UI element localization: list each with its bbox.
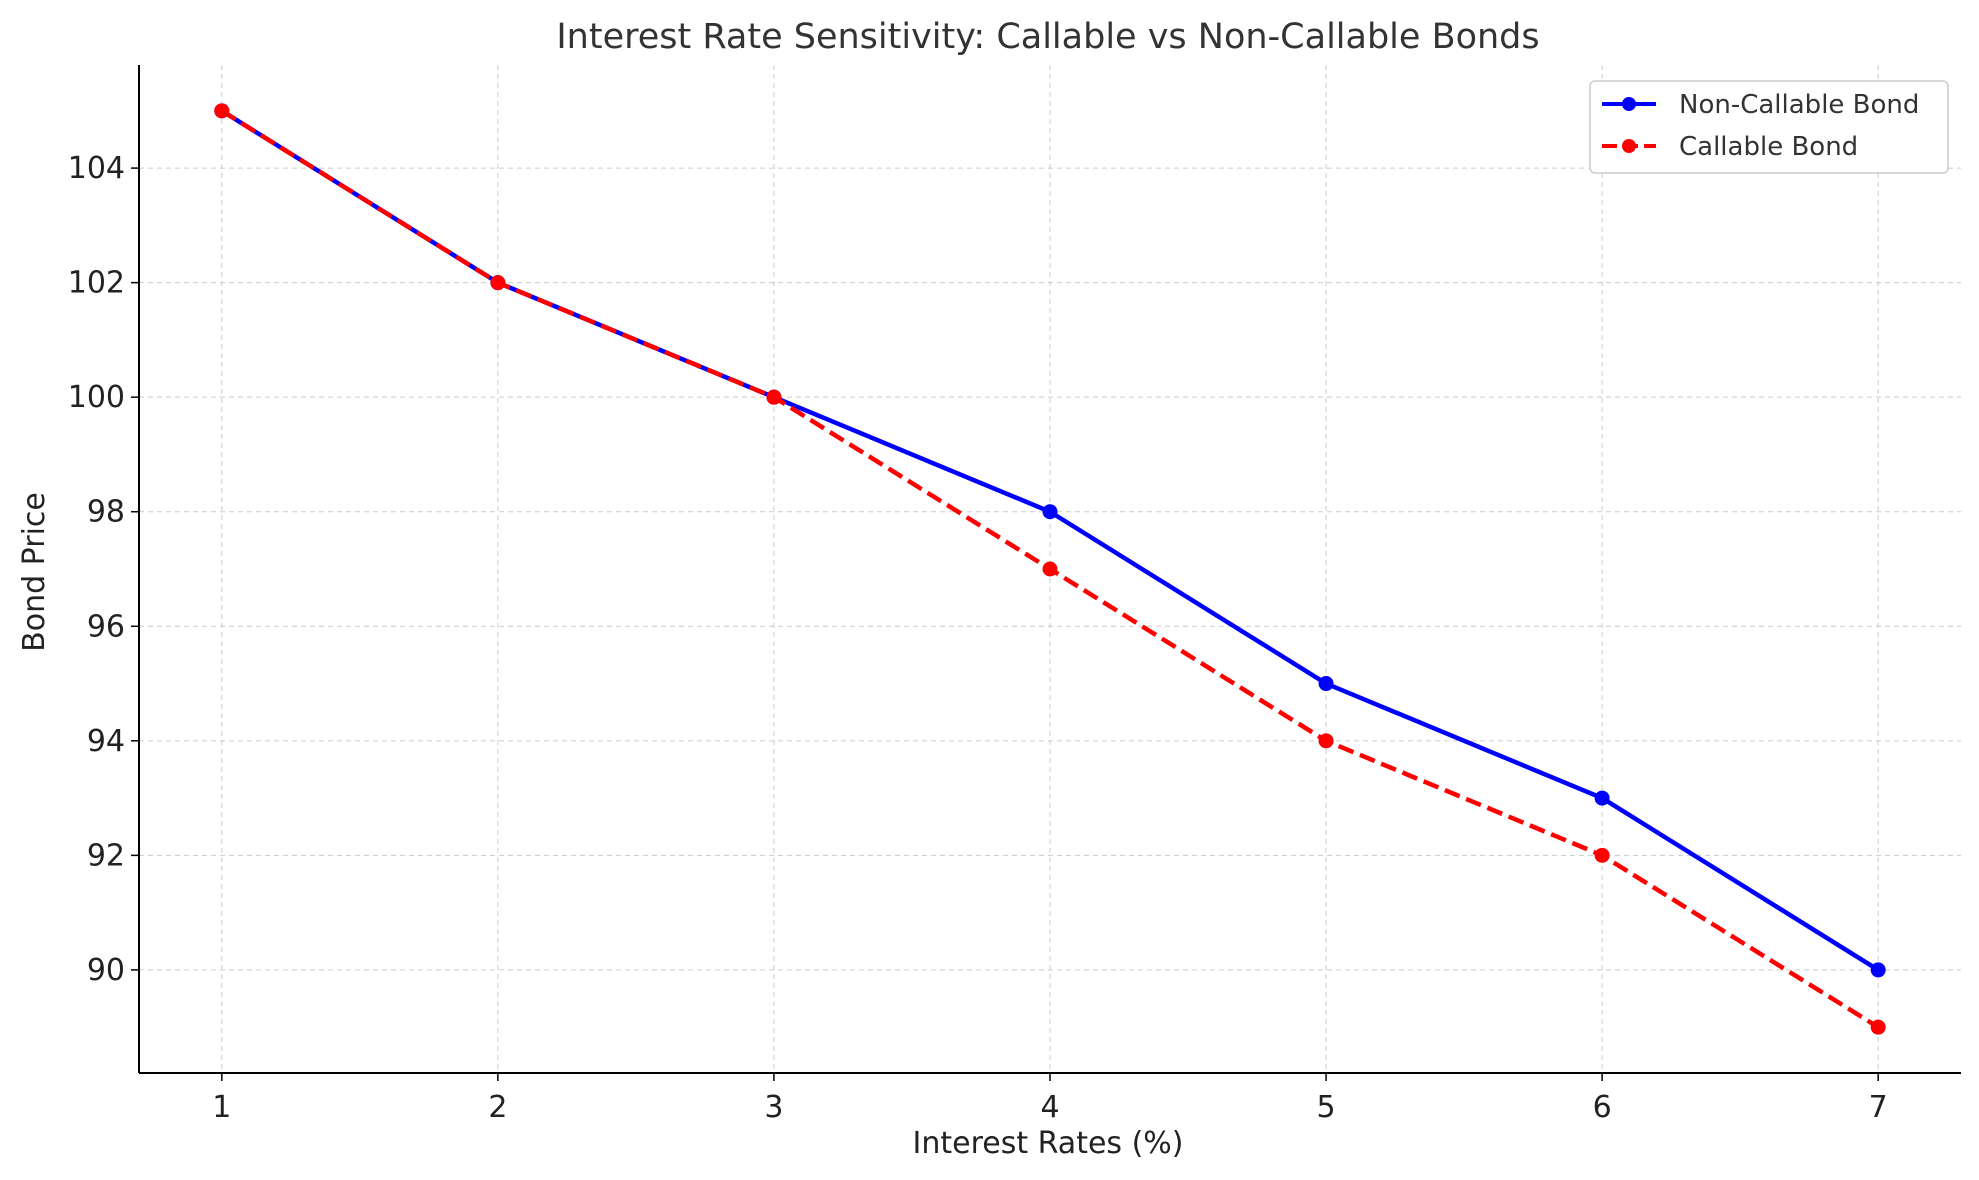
- data-point-callable-bond-7: [1870, 1019, 1886, 1035]
- x-axis-label: Interest Rates (%): [912, 1126, 1183, 1161]
- data-point-non-callable-bond-4: [1042, 504, 1058, 520]
- x-tick-label-3: 3: [764, 1090, 783, 1125]
- y-tick-label-90: 90: [87, 953, 125, 988]
- data-point-callable-bond-1: [214, 103, 230, 119]
- legend-label-callable: Callable Bond: [1679, 132, 1858, 162]
- data-point-callable-bond-4: [1042, 561, 1058, 577]
- y-tick-label-104: 104: [68, 151, 125, 186]
- x-tick-label-2: 2: [488, 1090, 507, 1125]
- x-tick-label-4: 4: [1040, 1090, 1059, 1125]
- x-tick-label-6: 6: [1593, 1090, 1612, 1125]
- data-point-callable-bond-3: [766, 389, 782, 405]
- legend-marker-callable: [1622, 139, 1636, 153]
- tick-labels: 1 2 3 4 5 6 7 90 92 94 96 98 100 102 104: [68, 151, 1888, 1125]
- x-tick-label-5: 5: [1317, 1090, 1336, 1125]
- y-tick-label-98: 98: [87, 495, 125, 530]
- y-tick-label-92: 92: [87, 838, 125, 873]
- data-point-non-callable-bond-5: [1318, 676, 1334, 692]
- y-tick-label-96: 96: [87, 609, 125, 644]
- data-point-non-callable-bond-7: [1870, 962, 1886, 978]
- data-point-callable-bond-6: [1594, 847, 1610, 863]
- legend-marker-non-callable: [1622, 97, 1636, 111]
- y-tick-label-94: 94: [87, 724, 125, 759]
- legend-label-non-callable: Non-Callable Bond: [1679, 90, 1919, 120]
- legend-box: [1589, 80, 1949, 174]
- legend: Non-Callable Bond Callable Bond: [1589, 80, 1949, 174]
- x-tick-label-1: 1: [212, 1090, 231, 1125]
- data-point-callable-bond-2: [490, 275, 506, 291]
- y-axis-label: Bond Price: [17, 492, 52, 652]
- data-series: [214, 103, 1886, 1035]
- x-tick-label-7: 7: [1869, 1090, 1888, 1125]
- y-tick-label-100: 100: [68, 380, 125, 415]
- data-point-callable-bond-5: [1318, 733, 1334, 749]
- chart-title: Interest Rate Sensitivity: Callable vs N…: [556, 17, 1539, 57]
- data-point-non-callable-bond-6: [1594, 790, 1610, 806]
- y-tick-label-102: 102: [68, 266, 125, 301]
